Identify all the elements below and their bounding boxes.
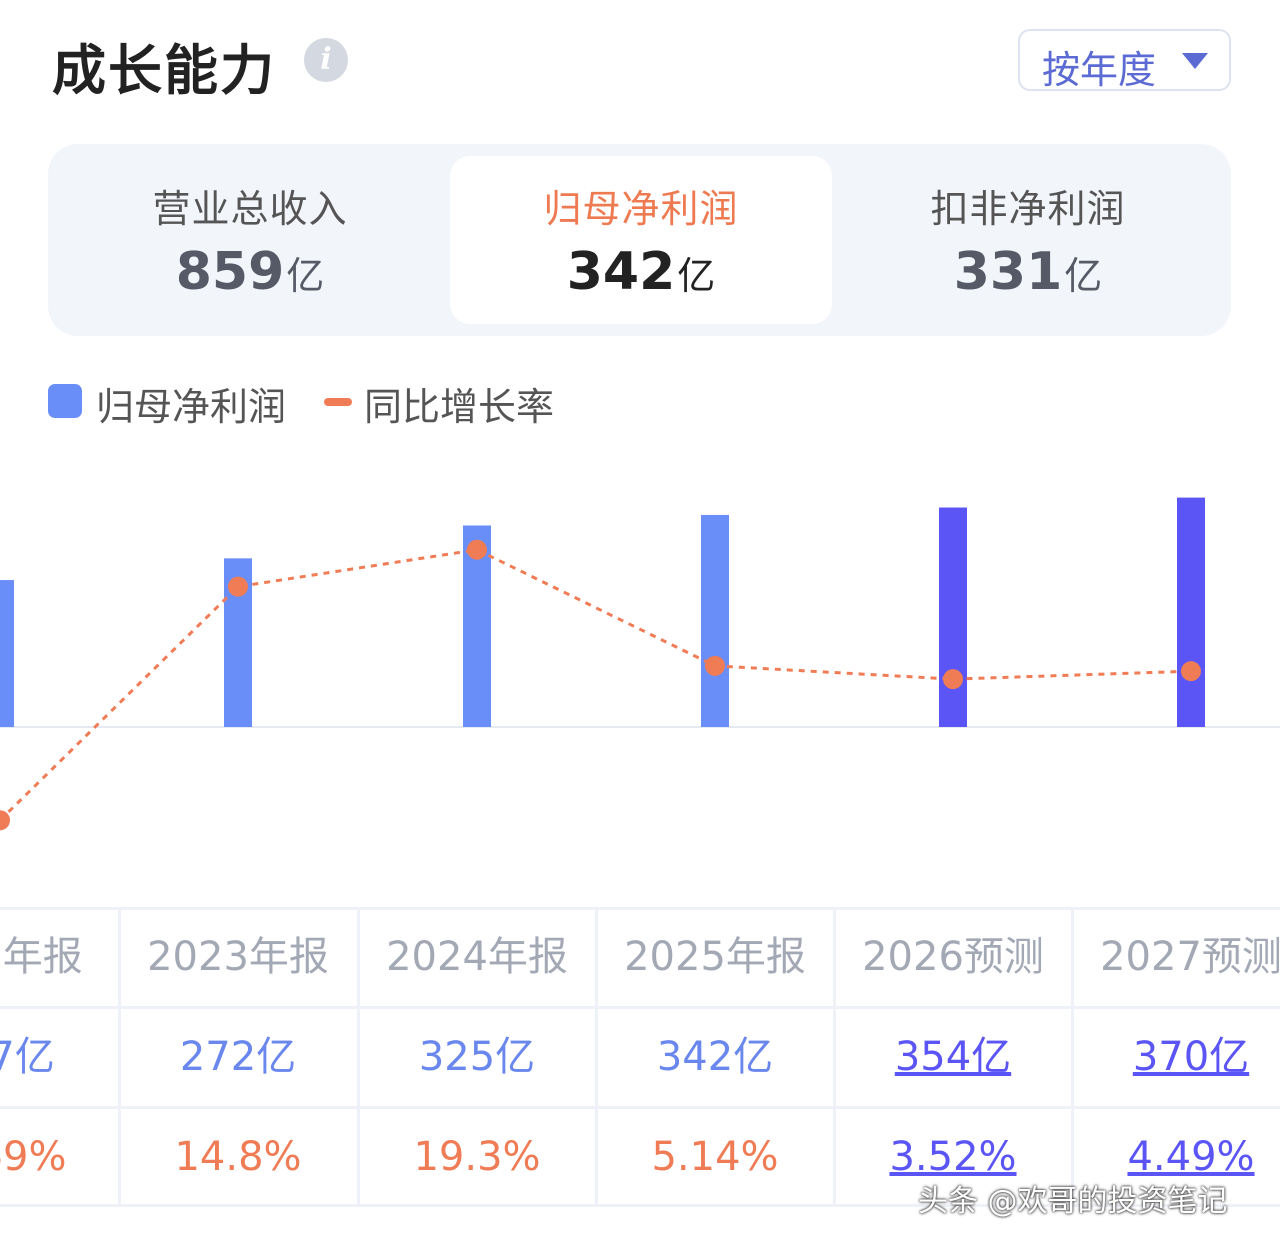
table-divider [833, 907, 836, 1207]
table-year-cell: 2023年报 [147, 934, 329, 980]
metric-name: 营业总收入 [152, 187, 348, 231]
table-growth-cell[interactable]: 4.49% [1127, 1134, 1255, 1180]
table-profit-cell: 342亿 [656, 1034, 774, 1080]
table-growth-cell: 5.14% [651, 1134, 779, 1180]
caret-down-icon [1182, 53, 1208, 69]
table-divider [357, 907, 360, 1207]
table-year-cell: 2年报 [0, 934, 83, 980]
table-growth-cell: 19.3% [413, 1134, 541, 1180]
growth-rate-point[interactable] [228, 576, 248, 597]
growth-chart [0, 497, 1280, 831]
metric-name: 归母净利润 [543, 187, 739, 231]
chart-bar[interactable] [1177, 497, 1205, 727]
table-divider [1071, 907, 1074, 1207]
metric-value: 859 [175, 242, 285, 302]
legend-line-icon [324, 398, 352, 406]
table-divider [595, 907, 598, 1207]
table-profit-cell: 7亿 [0, 1034, 55, 1080]
table-growth-cell[interactable]: 3.52% [889, 1134, 1017, 1180]
table-divider [0, 1106, 1280, 1109]
info-icon[interactable]: i [304, 38, 348, 82]
chart-bar[interactable] [701, 514, 729, 727]
metric-tab-revenue[interactable]: 营业总收入 859亿 [60, 156, 440, 324]
table-growth-cell: 14.8% [174, 1134, 302, 1180]
legend-bar-icon [48, 384, 82, 418]
period-select-label: 按年度 [1042, 48, 1157, 92]
metric-value: 331 [953, 242, 1063, 302]
table-year-cell: 2026预测 [862, 934, 1044, 980]
section-title: 成长能力 [52, 39, 276, 102]
growth-rate-point[interactable] [467, 539, 487, 560]
chart-bar[interactable] [939, 507, 967, 727]
metric-unit: 亿 [677, 254, 716, 298]
growth-rate-line [0, 548, 1192, 822]
metric-unit: 亿 [286, 254, 325, 298]
table-divider [0, 1006, 1280, 1009]
growth-rate-point[interactable] [0, 810, 10, 831]
metric-tabs: 营业总收入 859亿 归母净利润 342亿 扣非净利润 331亿 [48, 144, 1231, 336]
growth-rate-point[interactable] [943, 669, 963, 690]
metric-name: 扣非净利润 [930, 187, 1126, 231]
watermark: 头条 @欢哥的投资笔记 [918, 1184, 1228, 1219]
growth-rate-point[interactable] [1181, 661, 1201, 682]
table-divider [0, 1204, 1280, 1207]
table-divider [0, 907, 1280, 910]
table-profit-cell: 325亿 [418, 1034, 536, 1080]
table-profit-cell: 272亿 [179, 1034, 297, 1080]
period-select[interactable]: 按年度 [1018, 29, 1231, 92]
table-divider [118, 907, 121, 1207]
table-profit-cell[interactable]: 354亿 [894, 1034, 1012, 1080]
metric-value: 342 [566, 242, 676, 302]
chart-bar[interactable] [0, 580, 14, 727]
table-profit-cell[interactable]: 370亿 [1132, 1034, 1250, 1080]
metric-tab-deducted-net-profit[interactable]: 扣非净利润 331亿 [838, 156, 1218, 324]
metric-tab-net-profit[interactable]: 归母净利润 342亿 [450, 156, 832, 324]
metric-unit: 亿 [1064, 254, 1103, 298]
data-table: 2年报 2023年报 2024年报 2025年报 2026预测 2027预测 7亿 272亿 3… [0, 907, 1280, 1207]
legend-bar-label[interactable]: 归母净利润 [96, 385, 287, 429]
table-year-cell: 2025年报 [624, 934, 806, 980]
legend-line-label[interactable]: 同比增长率 [364, 385, 555, 429]
table-year-cell: 2024年报 [386, 934, 568, 980]
table-growth-cell: 69% [0, 1134, 67, 1180]
table-year-cell: 2027预测 [1100, 934, 1280, 980]
growth-rate-point[interactable] [705, 655, 725, 676]
